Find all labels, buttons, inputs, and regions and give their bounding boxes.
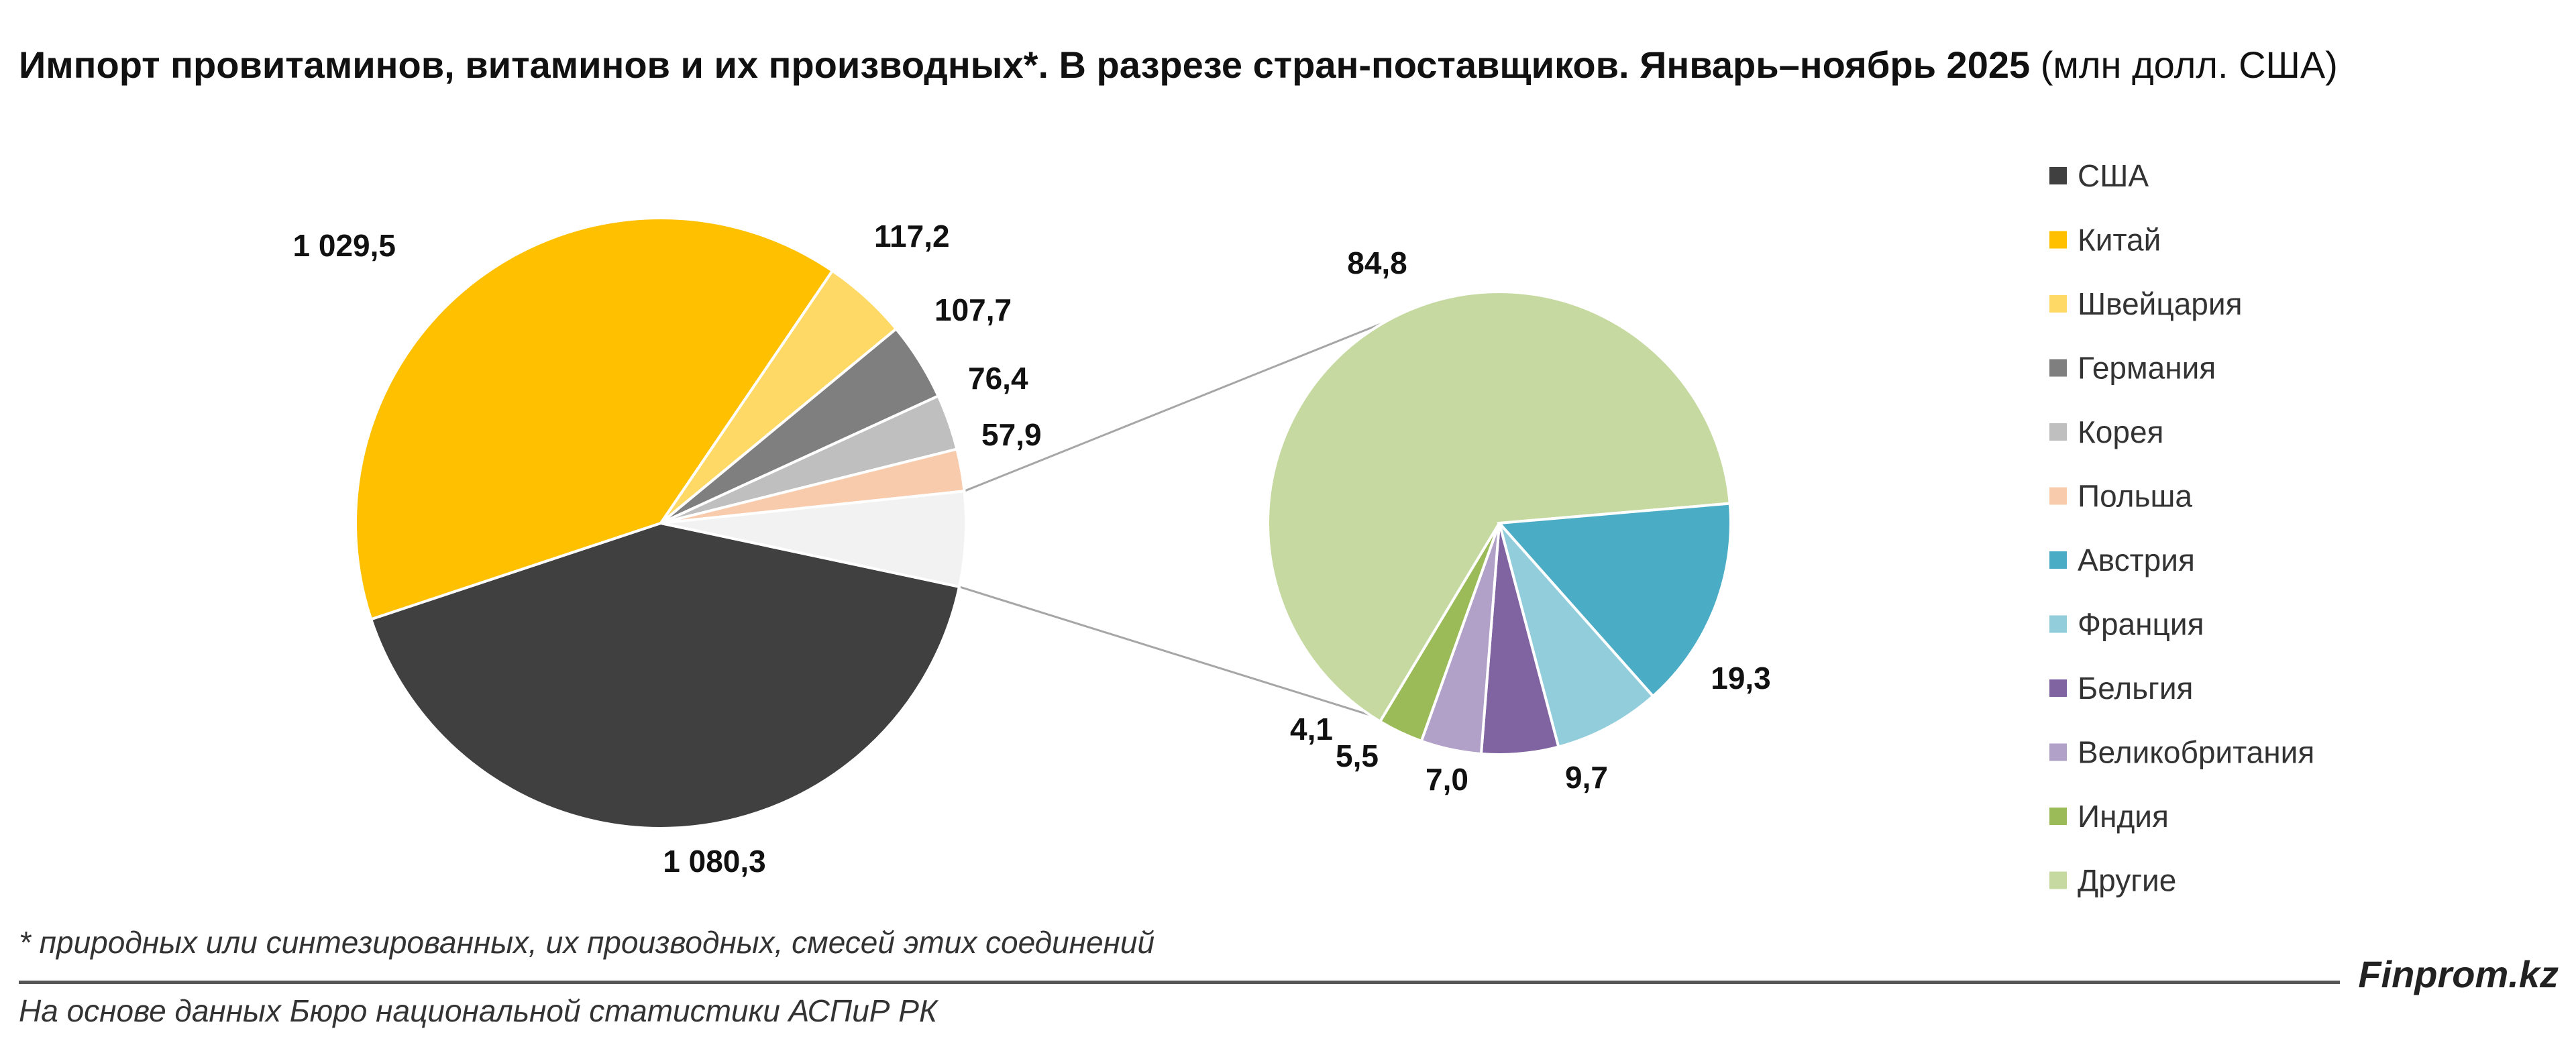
legend-item-польша: Польша [2049,479,2192,514]
legend-item-другие: Другие [2049,863,2176,898]
legend-swatch-польша [2049,487,2067,505]
legend-label-австрия: Австрия [2078,543,2195,577]
data-label-индия: 4,1 [1290,712,1333,747]
legend-label-германия: Германия [2078,351,2216,386]
legend-label-индия: Индия [2078,799,2169,834]
legend-swatch-индия [2049,808,2067,825]
legend-item-индия: Индия [2049,799,2169,834]
legend-item-бельгия: Бельгия [2049,671,2193,706]
secondary-slice-индия [1378,522,1501,743]
legend-item-китай: Китай [2049,223,2161,258]
slice-labels: 1 080,3 1 029,5 117,2 107,7 76,4 57,9 84,8 19,3… [293,219,1771,879]
secondary-slice-франция [1498,522,1655,749]
legend-swatch-австрия [2049,551,2067,569]
legend-swatch-великобритания [2049,743,2067,761]
legend-swatch-швейцария [2049,295,2067,313]
legend-swatch-сша [2049,167,2067,184]
main-slice-прочие-вторичная-диаграмма [660,490,967,589]
brand-logo-text: Finprom.kz [2358,953,2559,995]
legend-label-польша: Польша [2078,479,2192,514]
legend-item-германия: Германия [2049,351,2216,386]
legend-label-бельгия: Бельгия [2078,671,2193,706]
legend-item-сша: США [2049,158,2149,193]
data-label-бельгия: 7,0 [1426,762,1468,797]
legend-swatch-германия [2049,359,2067,377]
divider-line [19,981,2340,984]
legend: США Китай Швейцария Германия Корея Польша Авст… [2049,158,2314,898]
connector-lines [959,321,1385,716]
secondary-slice-другие [1267,290,1731,724]
main-slice-китай [354,217,835,621]
legend-label-швейцария: Швейцария [2078,286,2242,321]
legend-item-австрия: Австрия [2049,543,2195,577]
legend-label-корея: Корея [2078,415,2163,449]
footnote: * природных или синтезированных, их прои… [19,925,1155,960]
legend-label-другие: Другие [2078,863,2176,898]
legend-label-сша: США [2078,158,2149,193]
legend-swatch-бельгия [2049,679,2067,697]
legend-swatch-франция [2049,615,2067,633]
main-pie [354,217,967,830]
data-label-корея: 76,4 [968,361,1028,396]
data-label-австрия: 19,3 [1711,661,1771,696]
source-note: На основе данных Бюро национальной стати… [19,993,938,1028]
legend-item-швейцария: Швейцария [2049,286,2242,321]
legend-swatch-другие [2049,871,2067,889]
data-label-великобритания: 5,5 [1336,738,1379,773]
chart-title-main: Импорт провитаминов, витаминов и их прои… [19,44,2031,86]
chart-title: Импорт провитаминов, витаминов и их прои… [19,42,2568,89]
data-label-китай: 1 029,5 [293,228,396,263]
chart-title-unit: (млн долл. США) [2030,44,2338,86]
legend-swatch-китай [2049,231,2067,249]
legend-item-корея: Корея [2049,415,2163,449]
legend-label-франция: Франция [2078,607,2204,642]
legend-label-китай: Китай [2078,223,2161,258]
secondary-slice-австрия [1496,502,1732,698]
secondary-pie [1267,290,1732,756]
legend-item-великобритания: Великобритания [2049,735,2314,770]
data-label-германия: 107,7 [934,292,1012,327]
data-label-сша: 1 080,3 [663,844,765,879]
data-label-польша: 57,9 [981,417,1042,452]
main-slice-сша [369,521,961,830]
data-label-другие: 84,8 [1347,245,1407,280]
legend-label-великобритания: Великобритания [2078,735,2314,770]
legend-item-франция: Франция [2049,607,2204,642]
legend-swatch-корея [2049,423,2067,441]
connector-line-top [963,321,1385,492]
data-label-франция: 9,7 [1565,760,1608,795]
connector-line-bottom [959,586,1371,716]
data-label-швейцария: 117,2 [874,219,950,254]
